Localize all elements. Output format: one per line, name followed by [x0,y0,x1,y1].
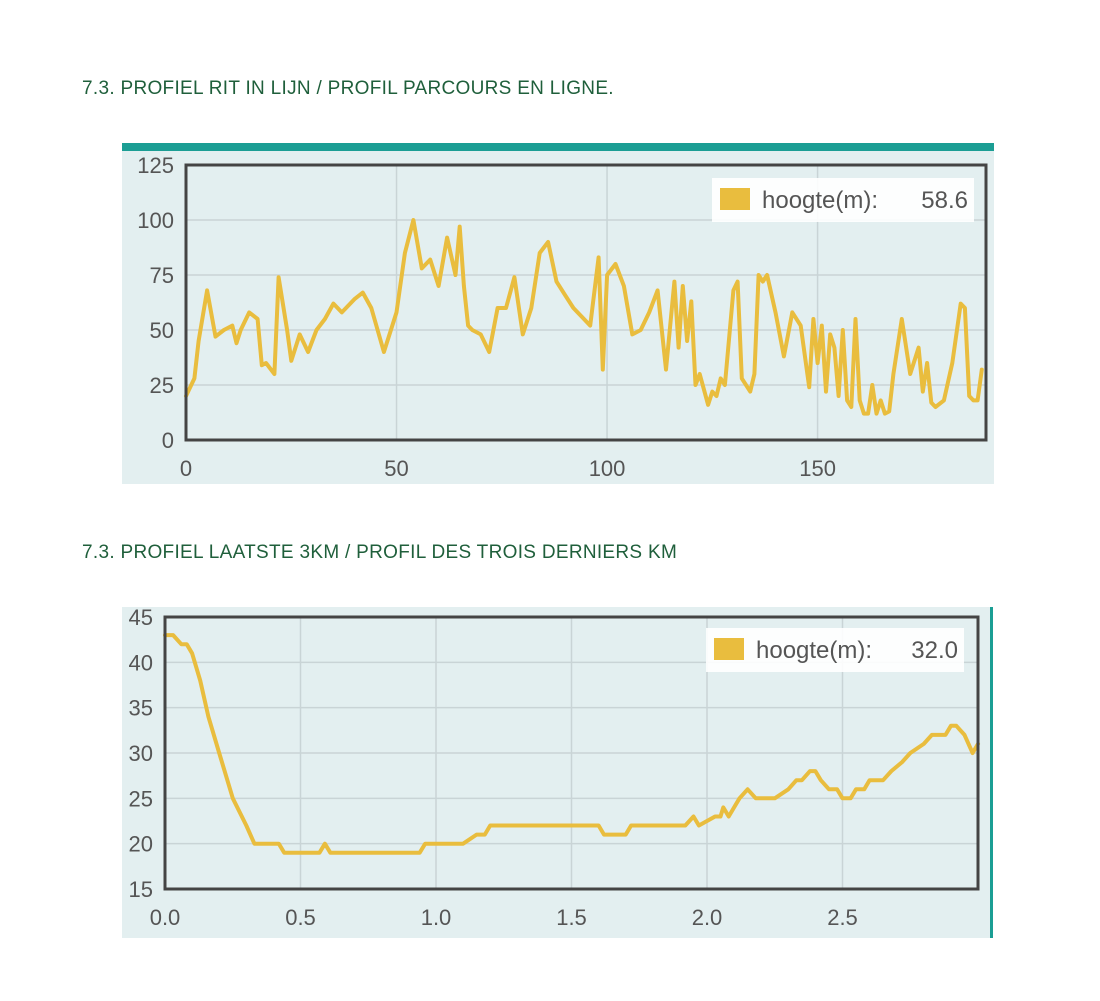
legend-label: hoogte(m): [762,187,878,214]
x-tick-label: 0.5 [285,905,316,930]
y-tick-label: 30 [129,741,153,766]
x-tick-label: 150 [799,456,836,481]
y-tick-label: 15 [129,877,153,902]
y-tick-label: 50 [150,318,174,343]
y-tick-label: 45 [129,605,153,630]
legend-swatch [714,638,744,660]
x-tick-label: 1.5 [556,905,587,930]
plot-frame [163,615,980,891]
x-tick-label: 0.0 [150,905,181,930]
plot-frame [184,163,988,442]
x-tick-label: 1.0 [421,905,452,930]
legend-label: hoogte(m): [756,637,872,664]
y-tick-label: 25 [129,786,153,811]
y-tick-label: 125 [137,153,174,178]
y-tick-label: 0 [162,428,174,453]
legend-value: 58.6 [921,187,968,214]
elevation-profile-chart: 0 25 50 75 100 125 0 50 100 150 hoogte(m): 58.6 [122,143,994,484]
x-tick-label: 50 [384,456,408,481]
y-tick-label: 100 [137,208,174,233]
y-tick-label: 40 [129,650,153,675]
y-tick-label: 75 [150,263,174,288]
legend-box [706,628,964,672]
section-heading-profile: 7.3. PROFIEL RIT IN LIJN / PROFIL PARCOU… [82,78,614,99]
x-tick-label: 0 [180,456,192,481]
x-tick-label: 2.0 [692,905,723,930]
y-tick-label: 25 [150,373,174,398]
y-tick-label: 35 [129,696,153,721]
section-heading-last-3km: 7.3. PROFIEL LAATSTE 3KM / PROFIL DES TR… [82,542,678,563]
chart-top-bar [122,143,994,151]
elevation-series-line [163,633,980,855]
chart-right-bar [990,607,993,938]
legend-swatch [720,188,750,210]
y-tick-label: 20 [129,832,153,857]
x-tick-label: 2.5 [827,905,858,930]
elevation-series-line [184,218,984,416]
legend-value: 32.0 [911,637,958,664]
x-tick-label: 100 [589,456,626,481]
legend-box [712,178,974,222]
